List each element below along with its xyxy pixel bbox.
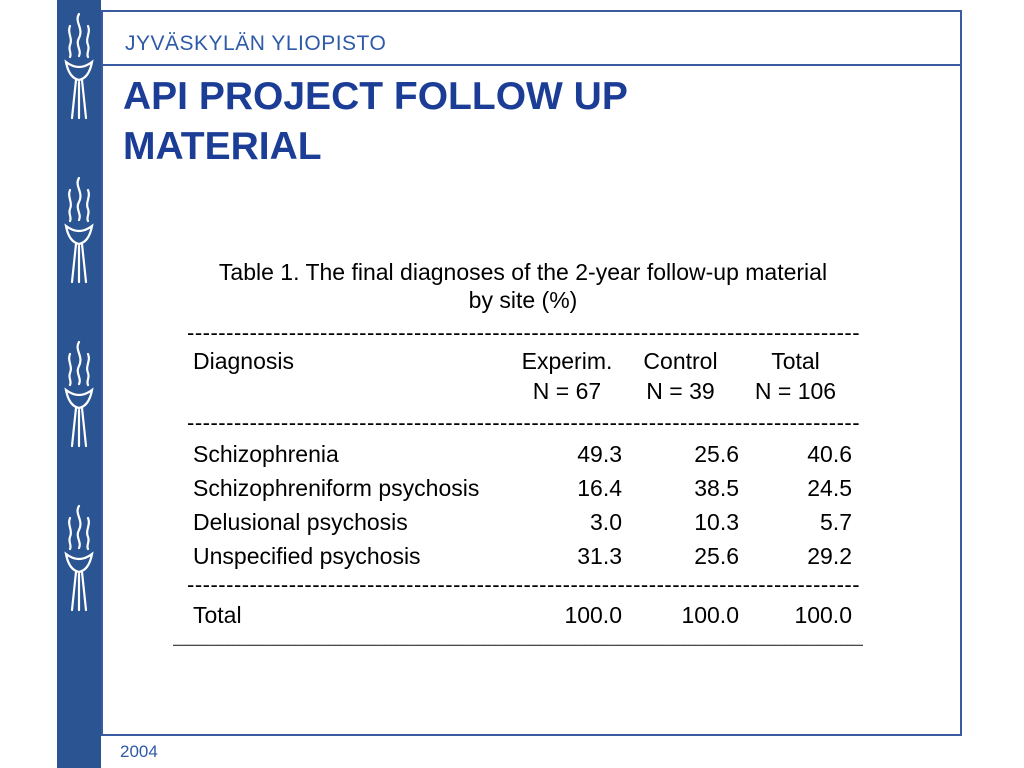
table-caption-line1: Table 1. The final diagnoses of the 2-ye…	[218, 259, 828, 285]
n-control: N = 39	[646, 378, 715, 404]
cell-total: 40.6	[807, 441, 852, 467]
cell-total-experim: 100.0	[564, 602, 622, 628]
cell-experim: 16.4	[577, 475, 622, 501]
sidebar-band	[57, 0, 101, 768]
table-n-row: N = 67 N = 39 N = 106	[187, 376, 859, 406]
diagnosis-table: Table 1. The final diagnoses of the 2-ye…	[173, 258, 863, 648]
table-row: Unspecified psychosis 31.3 25.6 29.2	[187, 540, 859, 572]
n-experim: N = 67	[532, 378, 602, 404]
table-separator-top: ----------------------------------------…	[187, 320, 859, 345]
cell-diagnosis: Schizophreniform psychosis	[193, 475, 480, 501]
column-header-experim: Experim.	[521, 348, 613, 374]
cell-total: 5.7	[820, 509, 852, 535]
torch-icon	[64, 504, 94, 612]
torch-icon	[64, 12, 94, 120]
cell-control: 25.6	[694, 543, 739, 569]
cell-control: 25.6	[694, 441, 739, 467]
cell-total-control: 100.0	[681, 602, 739, 628]
cell-experim: 31.3	[577, 543, 622, 569]
cell-total-label: Total	[193, 602, 242, 628]
torch-icon	[64, 340, 94, 448]
column-header-diagnosis: Diagnosis	[193, 348, 294, 374]
table-separator-bottom: ----------------------------------------…	[187, 572, 859, 597]
n-total: N = 106	[754, 378, 837, 404]
cell-total-total: 100.0	[794, 602, 852, 628]
cell-diagnosis: Delusional psychosis	[193, 509, 408, 535]
table-row: Schizophreniform psychosis 16.4 38.5 24.…	[187, 472, 859, 504]
cell-control: 10.3	[694, 509, 739, 535]
cell-diagnosis: Unspecified psychosis	[193, 543, 421, 569]
column-header-control: Control	[643, 348, 718, 374]
slide-content: JYVÄSKYLÄN YLIOPISTO API PROJECT FOLLOW …	[101, 10, 962, 736]
university-name: JYVÄSKYLÄN YLIOPISTO	[125, 32, 387, 55]
cell-experim: 3.0	[590, 509, 622, 535]
table-bottom-rule: ________________________________________…	[173, 625, 863, 647]
cell-control: 38.5	[694, 475, 739, 501]
cell-total: 24.5	[807, 475, 852, 501]
slide-title: API PROJECT FOLLOW UP MATERIAL	[123, 75, 628, 168]
cell-experim: 49.3	[577, 441, 622, 467]
table-header-row: Diagnosis Experim. Control Total	[187, 346, 859, 376]
column-header-total: Total	[771, 348, 820, 374]
table-total-row: Total 100.0 100.0 100.0	[187, 600, 859, 630]
year-label: 2004	[120, 742, 158, 761]
table-row: Schizophrenia 49.3 25.6 40.6	[187, 438, 859, 470]
table-row: Delusional psychosis 3.0 10.3 5.7	[187, 506, 859, 538]
header-divider	[103, 64, 960, 66]
cell-diagnosis: Schizophrenia	[193, 441, 339, 467]
torch-icon	[64, 176, 94, 284]
table-separator-mid: ----------------------------------------…	[187, 410, 859, 435]
table-caption-line2: by site (%)	[468, 287, 578, 313]
cell-total: 29.2	[807, 543, 852, 569]
